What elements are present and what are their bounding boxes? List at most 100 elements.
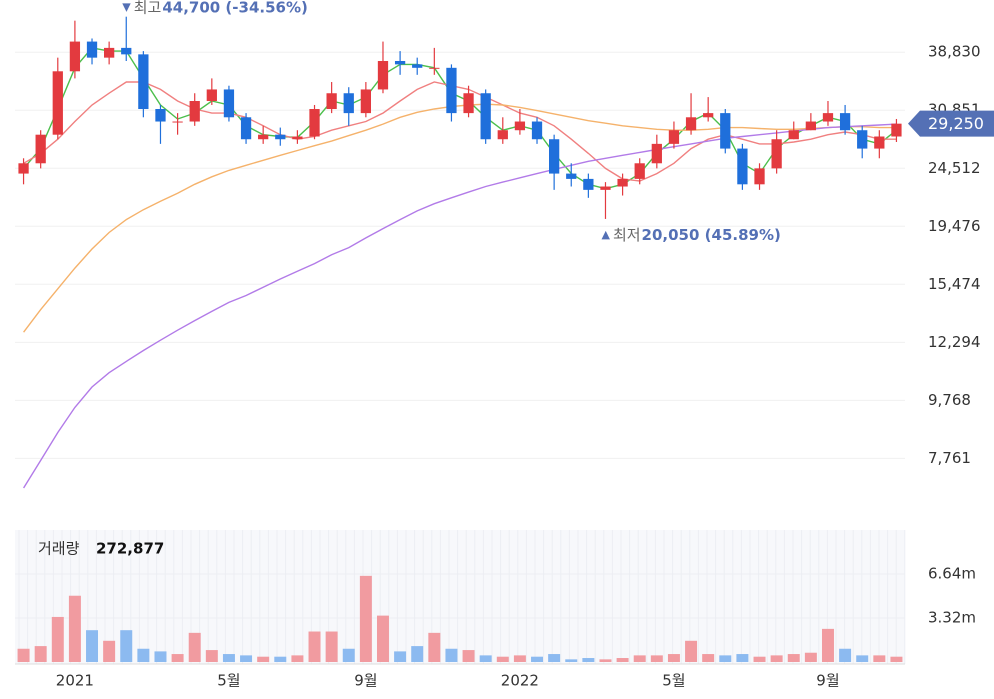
candle-body (206, 89, 217, 102)
candle-body (412, 64, 423, 68)
candle-body (429, 67, 440, 69)
candle-body (309, 109, 320, 137)
moving-average-line (23, 81, 897, 182)
candle-body (35, 134, 46, 164)
candle-body (685, 117, 697, 131)
volume-bar (496, 656, 509, 662)
candle-body (275, 134, 286, 140)
volume-current: 272,877 (96, 540, 164, 558)
volume-bar (171, 654, 184, 662)
annotation-label: 44,700 (-34.56%) (162, 0, 308, 16)
volume-bar (736, 654, 749, 662)
candle-body (394, 60, 406, 65)
candle-body (514, 121, 526, 131)
candle-body (480, 93, 491, 140)
candle-body (891, 123, 902, 137)
x-tick-label: 9월 (816, 672, 839, 690)
annotation-text: 최고 (134, 0, 162, 16)
candle-body (600, 186, 611, 190)
candle-body (857, 130, 868, 149)
volume-bar (411, 646, 424, 662)
volume-bar (873, 655, 886, 662)
candle-body (189, 101, 200, 122)
volume-bar (137, 648, 150, 662)
volume-bar (685, 640, 698, 662)
candle-body (446, 67, 457, 114)
x-tick-label: 5월 (662, 672, 685, 690)
volume-bar (325, 631, 338, 662)
annotation-text: 최저 (613, 225, 641, 243)
x-tick-label: 2022 (501, 672, 539, 690)
y-tick-label: 15,474 (928, 275, 981, 293)
candle-body (805, 121, 816, 131)
volume-panel (15, 530, 905, 664)
volume-bar (599, 659, 612, 662)
volume-bar (359, 575, 372, 662)
volume-title: 거래량 (38, 540, 80, 558)
x-tick-label: 2021 (56, 672, 94, 690)
volume-bar (804, 652, 817, 662)
y-tick-label: 19,476 (928, 217, 981, 235)
y-tick-label: 9,768 (928, 391, 971, 409)
y-tick-label: 7,761 (928, 449, 971, 467)
volume-tick-label: 6.64m (928, 565, 976, 583)
volume-bar (633, 655, 646, 662)
volume-bar (821, 628, 834, 662)
volume-bar (856, 655, 869, 662)
annotation-marker: ▼ (122, 1, 131, 14)
annotation: ▼ 최고44,700 (-34.56%) (122, 0, 308, 16)
candle-body (292, 136, 303, 140)
candle-body (754, 168, 765, 185)
candle-body (172, 121, 183, 123)
candle-body (703, 113, 714, 118)
x-tick-label: 5월 (217, 672, 240, 690)
volume-bar (51, 616, 64, 662)
candle-body (258, 134, 269, 140)
volume-bar (650, 655, 663, 662)
candle-body (240, 117, 252, 140)
volume-bar (274, 656, 287, 662)
moving-average-line (23, 47, 897, 190)
volume-bar (753, 656, 766, 662)
candle-body (104, 47, 115, 58)
candle-body (69, 41, 81, 72)
candle-body (138, 54, 149, 110)
candle-body (18, 163, 29, 174)
volume-bar (17, 648, 30, 662)
volume-bar (376, 615, 389, 662)
candle-body (121, 47, 132, 55)
candle-body (52, 71, 63, 135)
volume-bar (205, 650, 218, 662)
volume-bar (308, 631, 321, 662)
candle-body (531, 121, 543, 140)
candle-body (771, 139, 782, 169)
candle-body (822, 113, 834, 122)
volume-bar (68, 595, 81, 662)
y-tick-label: 12,294 (928, 333, 981, 351)
y-tick-label: 24,512 (928, 159, 981, 177)
candle-body (223, 89, 235, 118)
volume-bar (839, 648, 852, 662)
candle-body (583, 178, 594, 190)
volume-bar (120, 630, 133, 662)
candle-body (651, 143, 662, 164)
volume-bar (616, 658, 629, 662)
last-price-label: 29,250 (928, 114, 984, 133)
volume-bar (154, 651, 167, 662)
volume-bar (582, 658, 595, 662)
annotation: ▲ 최저20,050 (45.89%) (601, 225, 780, 243)
candle-body (549, 139, 560, 174)
volume-bar (479, 655, 492, 662)
y-tick-label: 38,830 (928, 43, 981, 61)
candle-body (668, 130, 680, 144)
candle-body (566, 173, 577, 179)
volume-bar (787, 654, 800, 662)
volume-bar (548, 654, 561, 662)
candle-body (497, 130, 508, 140)
candle-body (326, 93, 337, 110)
candle-body (874, 136, 885, 149)
volume-bar (257, 656, 270, 662)
volume-bar (890, 656, 903, 662)
last-price-badge (908, 110, 994, 137)
